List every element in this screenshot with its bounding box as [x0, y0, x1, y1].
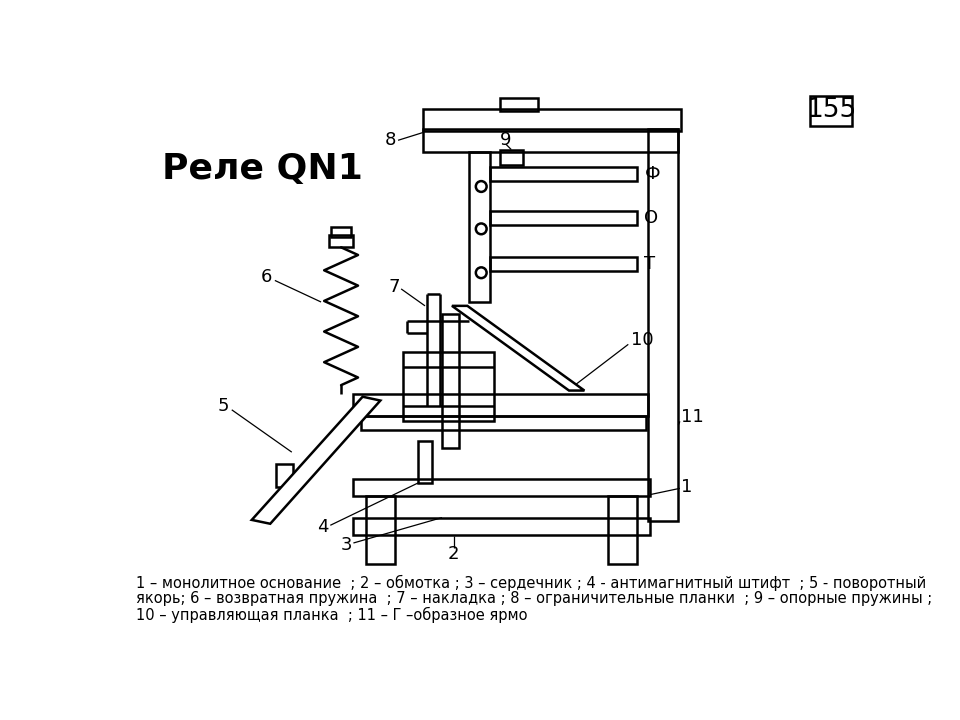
Bar [648, 129, 679, 521]
Text: 6: 6 [261, 269, 273, 287]
Text: 2: 2 [447, 545, 459, 563]
Text: 3: 3 [341, 536, 352, 554]
Bar [491, 167, 636, 181]
Text: 7: 7 [388, 278, 399, 296]
Bar [608, 496, 636, 564]
Text: 155: 155 [805, 97, 856, 123]
Text: Реле QN1: Реле QN1 [162, 152, 363, 186]
Text: Ф: Ф [644, 165, 660, 183]
Bar [810, 96, 852, 127]
Bar [353, 518, 650, 534]
Bar [491, 257, 636, 271]
Polygon shape [452, 306, 585, 390]
Bar [491, 211, 636, 225]
Text: 5: 5 [217, 397, 228, 415]
Bar [468, 152, 491, 302]
Text: 9: 9 [500, 131, 511, 149]
Bar [403, 352, 494, 421]
Bar [422, 129, 679, 152]
Text: 8: 8 [384, 131, 396, 149]
Bar [366, 496, 395, 564]
Bar [353, 395, 648, 416]
Text: 1: 1 [682, 478, 693, 496]
Bar [361, 416, 646, 430]
Bar [353, 479, 650, 496]
Bar [328, 235, 353, 248]
Text: 11: 11 [682, 408, 705, 426]
Bar [331, 227, 351, 237]
Bar [442, 313, 459, 449]
Bar [500, 150, 523, 165]
Bar [500, 98, 539, 111]
Text: О: О [644, 209, 659, 227]
Text: 1 – монолитное основание  ; 2 – обмотка ; 3 – сердечник ; 4 - антимагнитный штиф: 1 – монолитное основание ; 2 – обмотка ;… [136, 575, 926, 590]
Text: якорь; 6 – возвратная пружина  ; 7 – накладка ; 8 – ограничительные планки  ; 9 : якорь; 6 – возвратная пружина ; 7 – накл… [136, 590, 932, 606]
Text: 10 – управляющая планка  ; 11 – Г –образное ярмо: 10 – управляющая планка ; 11 – Г –образн… [136, 607, 528, 623]
Polygon shape [252, 397, 380, 523]
Text: Т: Т [644, 256, 656, 274]
Bar [422, 109, 681, 131]
Text: 10: 10 [631, 331, 653, 349]
Bar [418, 441, 432, 483]
Text: 4: 4 [317, 518, 328, 536]
Bar [276, 464, 294, 487]
